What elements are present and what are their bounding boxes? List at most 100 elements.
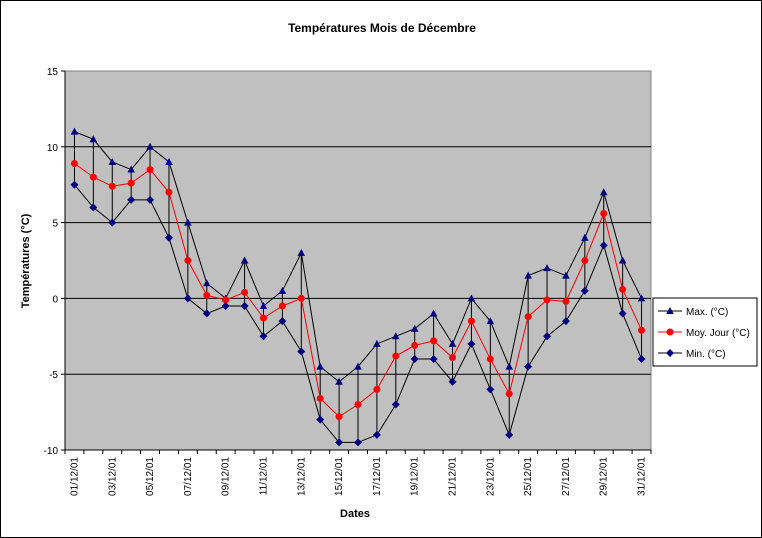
data-point-circle	[524, 313, 532, 321]
x-tick-label: 17/12/01	[372, 457, 383, 496]
y-tick-label: 15	[47, 67, 59, 78]
data-point-triangle	[202, 279, 211, 287]
data-point-diamond	[127, 195, 136, 204]
data-point-triangle	[70, 127, 79, 135]
data-point-diamond	[618, 309, 627, 318]
high-low-lines	[73, 131, 643, 443]
data-point-triangle	[618, 256, 627, 264]
data-point-circle	[505, 390, 513, 398]
data-point-triangle	[89, 135, 98, 143]
y-tick-label: 5	[52, 219, 58, 230]
data-point-diamond	[448, 377, 457, 386]
data-point-triangle	[486, 317, 495, 325]
data-point-triangle	[259, 301, 268, 309]
x-tick-label: 07/12/01	[183, 457, 194, 496]
data-point-triangle	[429, 309, 438, 317]
chart-title: Températures Mois de Décembre	[288, 21, 476, 35]
data-point-circle	[430, 337, 438, 345]
y-tick-label: -5	[49, 370, 58, 381]
axes: -10 -5 0 5 10 15 01/12/01 03/12/01 05/12/01 07/12…	[44, 67, 652, 496]
x-tick-label: 21/12/01	[448, 457, 459, 496]
data-point-diamond	[183, 294, 192, 303]
data-point-circle	[411, 341, 419, 349]
legend-label: Min. (°C)	[686, 349, 726, 360]
data-point-circle	[600, 210, 608, 218]
data-point-circle	[241, 288, 249, 296]
data-point-circle	[278, 302, 286, 310]
data-point-triangle	[354, 362, 362, 370]
data-point-circle	[354, 401, 362, 409]
data-point-diamond	[637, 355, 646, 364]
data-point-diamond	[240, 301, 249, 310]
data-point-triangle	[127, 165, 135, 173]
x-tick-label: 11/12/01	[258, 457, 269, 496]
legend-label: Max. (°C)	[686, 307, 728, 318]
data-point-triangle	[505, 362, 514, 370]
x-tick-label: 23/12/01	[485, 457, 496, 496]
data-point-circle	[581, 257, 589, 264]
data-point-circle	[562, 297, 570, 305]
data-point-diamond	[599, 241, 608, 250]
data-point-diamond	[666, 349, 674, 357]
y-axis-title: Températures (°C)	[20, 213, 32, 308]
data-point-diamond	[543, 332, 552, 341]
data-point-circle	[259, 314, 267, 322]
x-tick-label: 01/12/01	[69, 457, 80, 496]
legend: Max. (°C) Moy. Jour (°C) Min. (°C)	[652, 297, 758, 367]
data-point-triangle	[316, 362, 324, 370]
data-point-triangle	[543, 264, 551, 272]
data-point-diamond	[108, 218, 117, 227]
data-point-circle	[666, 328, 674, 336]
data-point-diamond	[354, 438, 362, 447]
data-point-diamond	[335, 438, 344, 447]
series-layer	[70, 127, 646, 447]
x-tick-label: 15/12/01	[334, 457, 345, 496]
data-point-circle	[373, 385, 381, 393]
data-point-circle	[184, 257, 192, 264]
data-point-diamond	[278, 317, 287, 326]
data-point-circle	[146, 166, 154, 174]
data-point-triangle	[184, 218, 192, 226]
data-point-triangle	[448, 339, 457, 347]
data-point-triangle	[581, 233, 589, 241]
x-tick-label: 25/12/01	[523, 457, 534, 496]
data-point-triangle	[278, 286, 287, 294]
data-point-circle	[108, 182, 116, 190]
data-point-diamond	[467, 339, 476, 348]
data-point-diamond	[221, 301, 230, 310]
data-point-circle	[335, 413, 343, 421]
data-point-triangle	[599, 188, 608, 196]
data-point-circle	[467, 317, 475, 325]
data-point-triangle	[467, 294, 476, 302]
x-tick-label: 27/12/01	[561, 457, 572, 496]
data-point-circle	[203, 291, 211, 299]
x-tick-label: 13/12/01	[296, 457, 307, 496]
data-point-triangle	[240, 256, 249, 264]
data-point-diamond	[524, 362, 533, 371]
data-point-diamond	[316, 415, 325, 424]
data-point-diamond	[580, 286, 589, 295]
data-point-diamond	[410, 355, 419, 364]
x-tick-label: 29/12/01	[599, 457, 610, 496]
data-point-triangle	[108, 157, 117, 165]
y-tick-label: -10	[44, 446, 59, 457]
data-point-diamond	[561, 317, 570, 326]
data-point-circle	[486, 355, 494, 363]
data-point-triangle	[373, 339, 381, 347]
data-point-triangle	[335, 377, 343, 385]
data-point-circle	[222, 296, 230, 304]
data-point-diamond	[391, 400, 400, 409]
data-point-circle	[543, 296, 551, 304]
data-point-circle	[127, 179, 135, 187]
data-point-triangle	[392, 332, 400, 340]
data-point-circle	[638, 326, 646, 334]
x-tick-label: 19/12/01	[410, 457, 421, 496]
data-point-triangle	[637, 294, 646, 302]
data-point-triangle	[146, 142, 154, 150]
data-point-triangle	[297, 248, 306, 256]
data-point-circle	[316, 394, 324, 402]
data-point-circle	[392, 352, 400, 360]
data-point-diamond	[486, 385, 495, 394]
